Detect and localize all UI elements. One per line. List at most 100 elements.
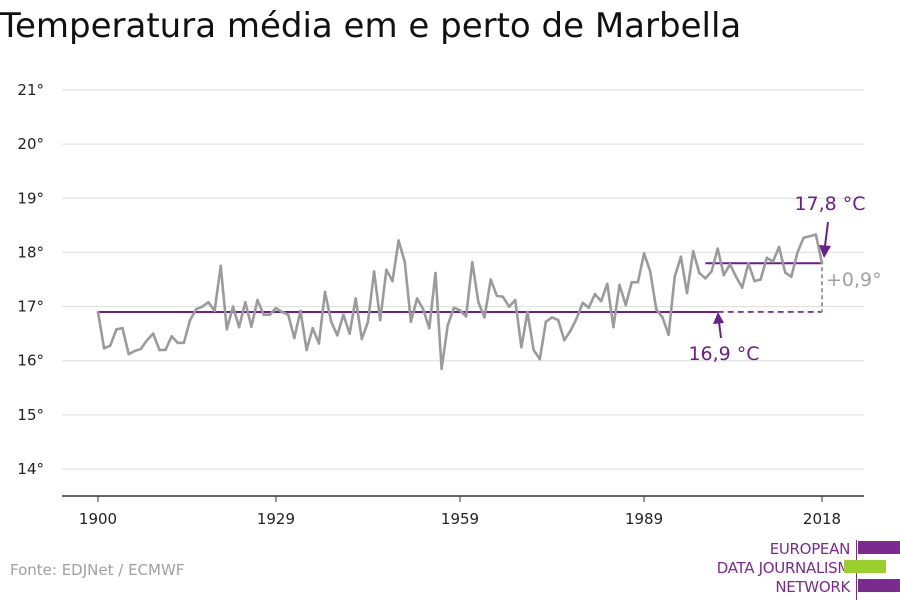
data-point [354,297,357,300]
data-point [556,318,560,322]
data-point [127,352,130,356]
data-point [544,320,548,324]
axis-layer: 14° 15° 16° 17° 18° 19° 20° 21° 1900 1929 1959 1989… [17,81,864,528]
data-point [397,239,400,242]
data-point [446,324,450,327]
data-point [581,301,585,305]
data-point [268,313,272,316]
data-point [470,260,474,264]
data-point [378,318,382,322]
data-point [814,233,818,236]
data-point [624,303,627,307]
y-tick-label: 17° [17,298,44,316]
edjnet-logo[interactable]: EUROPEAN DATA JOURNALISM NETWORK [700,540,900,600]
data-point [348,332,351,335]
data-point [305,348,308,352]
data-point [655,307,658,311]
data-point [605,282,609,286]
logo-bar-1 [858,541,900,554]
y-tick-label: 21° [17,81,44,99]
data-point [403,260,407,264]
data-point [667,333,670,337]
data-point [661,316,664,319]
data-point [440,367,443,371]
data-point [158,348,161,352]
data-point [569,329,572,333]
data-point [483,316,486,319]
data-point [262,313,265,316]
data-point [808,234,812,238]
data-point [372,270,376,273]
data-point [728,263,732,266]
data-point [250,325,253,328]
data-point [409,320,413,324]
data-point [317,342,321,345]
series-layer [96,233,824,371]
data-point [323,290,327,294]
data-point [783,271,787,274]
data-point [507,305,511,308]
data-point [796,251,799,254]
data-point [550,316,554,319]
data-point [563,338,566,342]
data-point [213,309,216,313]
y-tick-label: 19° [17,189,44,207]
data-point [575,317,578,320]
data-point [599,299,603,303]
data-point [102,346,106,350]
data-point [428,326,431,330]
data-point [145,338,149,342]
data-point [293,336,296,340]
data-point [421,307,425,311]
data-point [366,320,370,324]
data-point [648,270,652,273]
data-point [722,273,726,277]
data-point [207,300,210,304]
logo-bar-2 [844,560,886,573]
data-point [642,252,646,255]
data-point [201,305,204,308]
grid-layer [62,89,864,470]
y-tick-label: 16° [17,352,44,370]
data-point [520,345,523,349]
data-point [526,310,529,314]
recent-arrow-head [819,245,831,258]
data-point [759,278,762,281]
data-point [538,357,542,361]
data-point [477,300,480,304]
data-point [121,326,124,330]
data-point [716,247,719,250]
logo-line-2: DATA JOURNALISM [716,559,851,577]
data-point [231,305,235,308]
recent-value-label: 17,8 °C [794,193,865,215]
data-point [280,310,284,314]
data-point [139,347,143,351]
data-point [612,325,615,329]
data-point [802,236,805,240]
data-point [532,348,535,352]
annotation-layer: 16,9 °C 17,8 °C +0,9° [688,193,881,365]
source-note: Fonte: EDJNet / ECMWF [10,561,185,579]
data-point [243,300,247,304]
data-point [685,291,689,295]
data-point [237,325,241,329]
data-point [790,275,793,279]
data-point [458,309,462,312]
data-point [194,307,198,311]
data-point [753,279,756,283]
data-point [133,349,137,353]
x-tick-label: 2018 [803,510,841,528]
data-point [256,298,259,302]
data-point [501,295,505,299]
data-point [96,310,100,314]
logo-text: EUROPEAN DATA JOURNALISM NETWORK [716,540,851,597]
y-tick-label: 20° [17,135,44,153]
data-point [464,315,468,318]
baseline-arrow-shaft [718,321,722,339]
data-point [164,348,167,352]
data-point [673,275,677,279]
difference-label: +0,9° [826,269,882,291]
logo-line-1: EUROPEAN [769,540,851,558]
data-point [697,271,701,275]
data-point [360,337,364,341]
